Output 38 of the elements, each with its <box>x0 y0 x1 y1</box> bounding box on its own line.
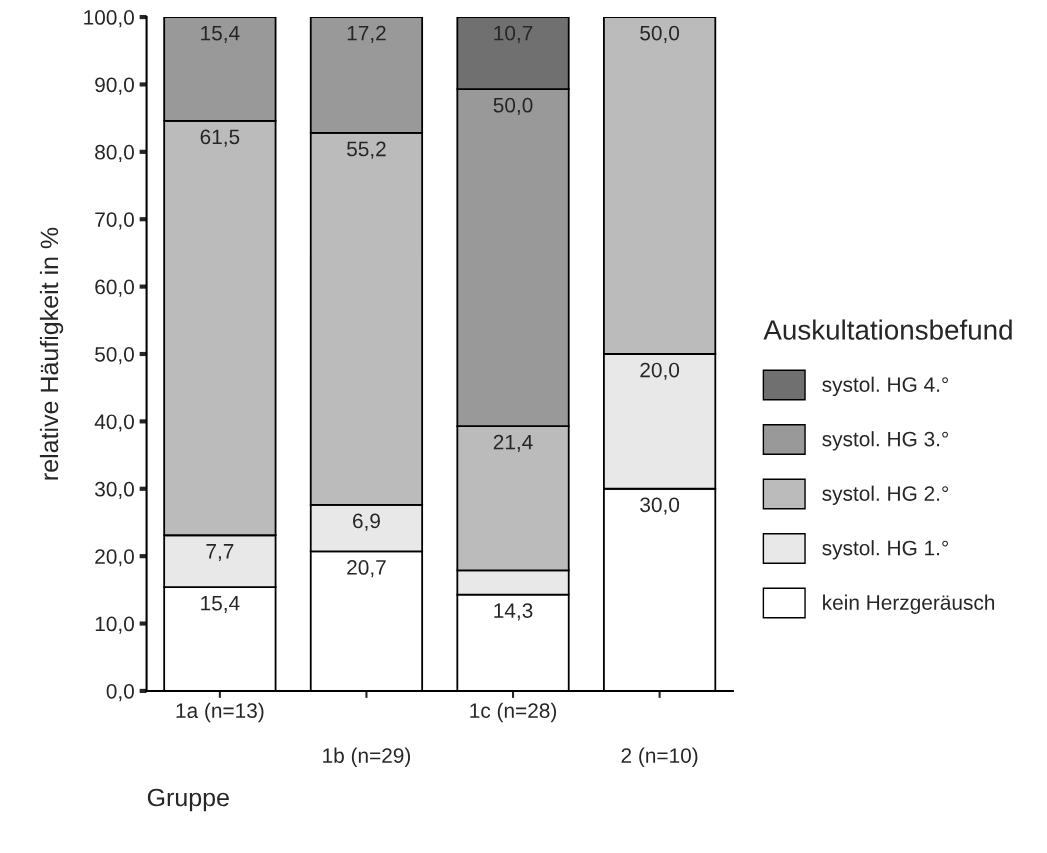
data-label: 50,0 <box>493 97 533 116</box>
y-tick-label: 40,0 <box>94 414 134 432</box>
y-tick-label: 90,0 <box>95 77 134 95</box>
y-tick-label: 70,0 <box>95 212 134 230</box>
y-axis-title: relative Häufigkeit in % <box>39 227 64 480</box>
x-tick-label: 2 (n=10) <box>621 747 698 768</box>
y-tick-label: 100,0 <box>84 10 134 28</box>
data-label: 15,4 <box>201 596 240 613</box>
y-tick-label: 50,0 <box>95 347 134 365</box>
legend-title: Auskultationsbefund <box>763 319 1012 340</box>
data-label: 50,0 <box>640 25 680 43</box>
y-tick-label: 20,0 <box>95 549 134 567</box>
y-tick-label: 10,0 <box>95 616 134 634</box>
data-label: 15,4 <box>201 25 240 43</box>
data-label: 17,2 <box>347 25 386 43</box>
x-tick-label: 1b (n=29) <box>323 747 411 768</box>
data-label: 30,0 <box>640 497 680 515</box>
legend-label: systol. HG 1.° <box>822 540 949 560</box>
x-axis-title: Gruppe <box>147 788 229 812</box>
x-tick-label: 1a (n=13) <box>176 702 264 723</box>
legend-label: systol. HG 3.° <box>822 431 949 451</box>
x-tick-label: 1c (n=28) <box>470 702 557 723</box>
data-label: 21,4 <box>493 434 533 452</box>
data-label: 55,2 <box>347 141 386 159</box>
y-tick-label: 0,0 <box>106 683 134 702</box>
data-label: 20,7 <box>347 560 386 578</box>
legend-label: systol. HG 4.° <box>822 376 949 397</box>
data-label: 10,7 <box>494 25 533 43</box>
y-tick-label: 60,0 <box>95 279 134 297</box>
legend-label: kein Herzgeräusch <box>823 594 995 614</box>
data-label: 61,5 <box>200 129 240 147</box>
data-label: 14,3 <box>494 603 533 621</box>
data-label: 6,9 <box>353 513 380 531</box>
data-label: 7,7 <box>206 544 234 562</box>
legend-label: systol. HG 2.° <box>822 485 949 506</box>
y-tick-label: 30,0 <box>95 481 134 499</box>
data-label: 20,0 <box>640 362 680 380</box>
y-tick-label: 80,0 <box>95 144 134 163</box>
